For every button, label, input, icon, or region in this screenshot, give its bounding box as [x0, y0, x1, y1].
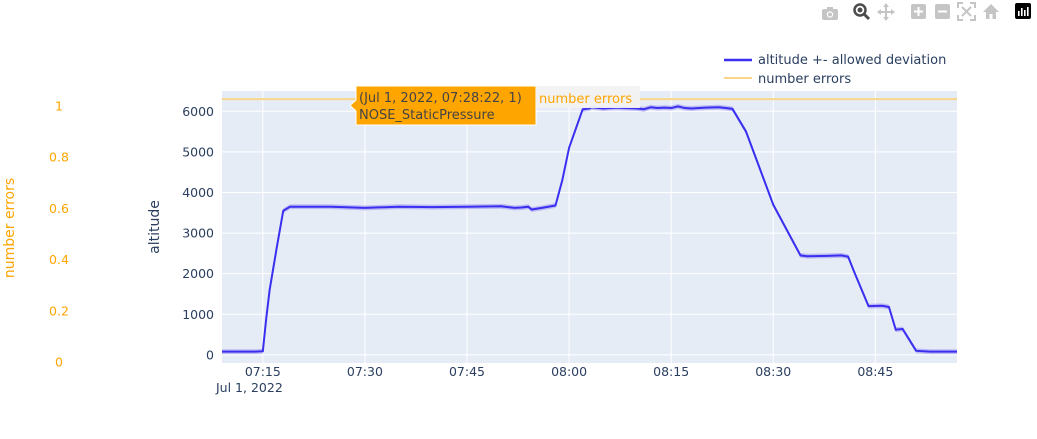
tooltip-line2: NOSE_StaticPressure	[359, 108, 495, 123]
x-tick-label: 08:00	[551, 364, 587, 379]
zoom-in-icon[interactable]	[911, 4, 926, 19]
legend-item-number-errors[interactable]: number errors	[724, 72, 851, 87]
x-tick-label: 07:15	[245, 364, 281, 379]
y-tick-label: 4000	[182, 185, 214, 200]
y-tick-label: 6000	[182, 104, 214, 119]
altitude-line	[222, 105, 957, 353]
y2-tick-label: 1	[55, 99, 63, 114]
hover-tooltip: (Jul 1, 2022, 07:28:22, 1) NOSE_StaticPr…	[349, 85, 640, 126]
plotly-logo-icon[interactable]	[1015, 3, 1031, 19]
y-axis-title: altitude	[147, 200, 163, 254]
zoom-out-icon[interactable]	[935, 4, 950, 19]
y2-tick-label: 0.6	[49, 201, 69, 216]
x-date-label: Jul 1, 2022	[215, 380, 283, 395]
tooltip-trace-label: number errors	[539, 92, 632, 107]
y-tick-label: 1000	[182, 307, 214, 322]
x-tick-label: 08:15	[653, 364, 689, 379]
autoscale-icon[interactable]	[957, 2, 976, 21]
y2-tick-label: 0.4	[49, 252, 69, 267]
gridlines	[222, 91, 957, 363]
y2-tick-label: 0.8	[49, 150, 69, 165]
x-tick-label: 07:30	[347, 364, 383, 379]
y-axis-ticks: 0 1000 2000 3000 4000 5000 6000	[182, 104, 214, 363]
y-tick-label: 0	[206, 347, 214, 362]
y2-axis-title: number errors	[2, 178, 18, 278]
x-tick-label: 08:45	[857, 364, 893, 379]
legend-item-altitude[interactable]: altitude +- allowed deviation	[724, 53, 946, 68]
x-tick-label: 08:30	[755, 364, 791, 379]
tooltip-trace-label-bg	[536, 86, 640, 108]
y2-tick-label: 0.2	[49, 303, 69, 318]
plot-background	[222, 91, 957, 363]
y2-tick-label: 0	[55, 355, 63, 370]
legend: altitude +- allowed deviation number err…	[724, 53, 946, 87]
x-axis-ticks: 07:15 07:30 07:45 08:00 08:15 08:30 08:45	[245, 364, 894, 379]
tooltip-line1: (Jul 1, 2022, 07:28:22, 1)	[359, 91, 522, 106]
camera-icon[interactable]	[822, 7, 838, 20]
x-tick-label: 07:45	[449, 364, 485, 379]
legend-label-number-errors: number errors	[758, 72, 851, 87]
pan-icon[interactable]	[877, 3, 895, 21]
legend-label-altitude: altitude +- allowed deviation	[758, 53, 946, 68]
zoom-icon[interactable]	[853, 3, 871, 21]
y-tick-label: 3000	[182, 226, 214, 241]
y-tick-label: 2000	[182, 266, 214, 281]
y2-axis-ticks: 0 0.2 0.4 0.6 0.8 1	[49, 99, 69, 370]
home-icon[interactable]	[983, 4, 999, 19]
y-tick-label: 5000	[182, 144, 214, 159]
